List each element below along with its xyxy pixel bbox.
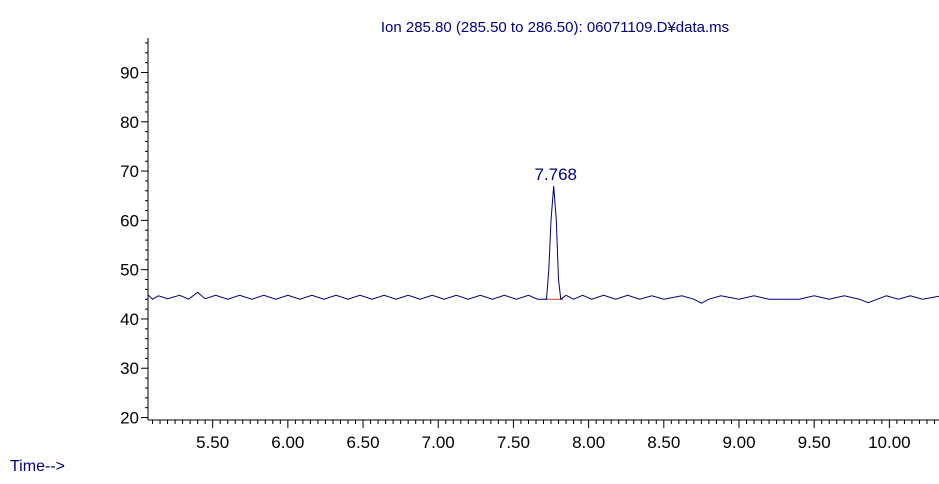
x-tick-label: 9.00	[722, 433, 755, 452]
x-tick-label: 10.00	[868, 433, 911, 452]
x-axis-label: Time-->	[10, 458, 65, 475]
peak-label: 7.768	[534, 165, 577, 184]
x-tick-label: 5.50	[196, 433, 229, 452]
x-tick-label: 6.00	[271, 433, 304, 452]
y-tick-label: 50	[120, 261, 139, 280]
chart-title: Ion 285.80 (285.50 to 286.50): 06071109.…	[381, 19, 729, 36]
x-axis-tick-labels: 5.50 6.00 6.50 7.00 7.50 8.00 8.50 9.00 9.50 10.0…	[196, 433, 911, 452]
y-axis-tick-labels: 20 30 40 50 60 70 80 90	[120, 64, 139, 428]
x-tick-label: 7.00	[422, 433, 455, 452]
x-tick-label: 8.50	[647, 433, 680, 452]
y-tick-label: 60	[120, 211, 139, 230]
y-tick-label: 70	[120, 162, 139, 181]
y-tick-label: 90	[120, 64, 139, 83]
ion-trace-line	[147, 185, 939, 304]
x-tick-label: 9.50	[798, 433, 831, 452]
x-tick-label: 8.00	[572, 433, 605, 452]
y-axis-ticks	[141, 42, 148, 419]
x-tick-label: 6.50	[346, 433, 379, 452]
y-tick-label: 80	[120, 113, 139, 132]
y-tick-label: 30	[120, 359, 139, 378]
y-tick-label: 40	[120, 310, 139, 329]
x-axis-ticks	[152, 420, 935, 428]
x-tick-label: 7.50	[497, 433, 530, 452]
y-tick-label: 20	[120, 409, 139, 428]
